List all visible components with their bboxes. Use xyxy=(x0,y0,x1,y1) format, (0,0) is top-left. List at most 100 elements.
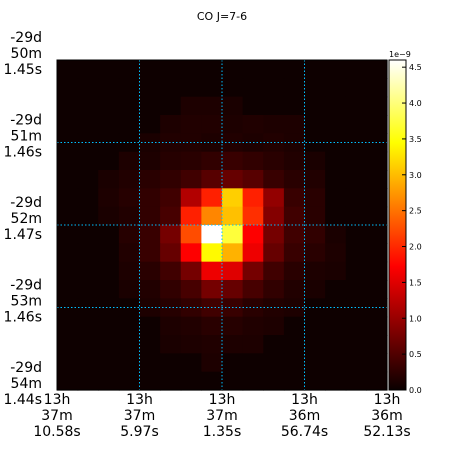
heatmap-cell xyxy=(160,60,182,79)
heatmap-cell xyxy=(57,60,79,79)
heatmap-cell xyxy=(98,280,120,299)
heatmap-cell xyxy=(77,243,99,263)
heatmap-cell xyxy=(222,335,244,354)
heatmap-cell xyxy=(139,353,161,373)
heatmap-cell xyxy=(98,60,120,79)
heatmap-cell xyxy=(283,280,306,299)
heatmap-cell xyxy=(139,151,161,171)
y-axis-ticks: -29d 50m 1.45s -29d 51m 1.46s -29d 52m 1.47s -29d… xyxy=(4,30,42,408)
heatmap-cell xyxy=(77,298,99,318)
heatmap-cell xyxy=(57,78,79,98)
heatmap-cell xyxy=(345,151,367,171)
heatmap-cell xyxy=(263,96,285,116)
heatmap-cell xyxy=(366,353,388,373)
heatmap-cell xyxy=(283,371,306,391)
heatmap-cell xyxy=(304,206,326,226)
heatmap-cells xyxy=(57,60,388,391)
heatmap-cell xyxy=(283,170,306,189)
heatmap-cell xyxy=(98,96,120,116)
heatmap-cell xyxy=(366,206,388,226)
heatmap-cell xyxy=(139,78,161,98)
heatmap-cell xyxy=(345,371,367,391)
x-tick-label: 13h 36m 52.13s xyxy=(363,392,410,440)
heatmap-cell xyxy=(77,225,99,244)
heatmap-cell xyxy=(201,151,223,171)
heatmap-cell xyxy=(77,316,99,336)
heatmap-cell xyxy=(366,78,388,98)
heatmap-cell xyxy=(118,115,141,134)
heatmap-cell xyxy=(77,115,99,134)
heatmap-cell xyxy=(139,60,161,79)
heatmap-cell xyxy=(201,60,223,79)
colorbar-tick-label: 3.5 xyxy=(409,135,422,144)
heatmap-cell xyxy=(325,280,347,299)
heatmap-cell xyxy=(139,280,161,299)
heatmap-cell xyxy=(57,188,79,208)
heatmap-cell xyxy=(345,188,367,208)
heatmap-cell xyxy=(98,225,120,244)
heatmap-cell xyxy=(325,371,347,391)
heatmap-cell xyxy=(283,243,306,263)
heatmap-cell xyxy=(242,371,264,391)
heatmap-cell xyxy=(180,280,202,299)
heatmap-cell xyxy=(242,170,264,189)
heatmap-cell xyxy=(304,335,326,354)
heatmap-cell xyxy=(201,78,223,98)
heatmap-cell xyxy=(263,188,285,208)
heatmap-cell xyxy=(180,188,202,208)
heatmap-cell xyxy=(139,96,161,116)
heatmap-cell xyxy=(160,353,182,373)
heatmap-cell xyxy=(345,133,367,153)
heatmap-cell xyxy=(57,151,79,171)
heatmap-cell xyxy=(222,371,244,391)
heatmap-cell xyxy=(118,280,141,299)
heatmap-cell xyxy=(366,371,388,391)
heatmap-cell xyxy=(366,115,388,134)
heatmap-cell xyxy=(118,261,141,281)
heatmap-cell xyxy=(139,298,161,318)
heatmap-cell xyxy=(263,78,285,98)
heatmap-cell xyxy=(325,316,347,336)
heatmap-cell xyxy=(304,115,326,134)
heatmap-cell xyxy=(242,280,264,299)
heatmap-cell xyxy=(222,243,244,263)
heatmap-cell xyxy=(118,206,141,226)
heatmap-cell xyxy=(263,243,285,263)
heatmap-cell xyxy=(304,60,326,79)
heatmap-cell xyxy=(222,316,244,336)
heatmap-cell xyxy=(345,96,367,116)
heatmap-cell xyxy=(366,60,388,79)
heatmap-cell xyxy=(201,96,223,116)
heatmap-cell xyxy=(77,170,99,189)
heatmap-cell xyxy=(263,170,285,189)
heatmap-cell xyxy=(160,335,182,354)
heatmap-cell xyxy=(283,60,306,79)
heatmap-cell xyxy=(325,225,347,244)
heatmap-cell xyxy=(304,133,326,153)
heatmap-cell xyxy=(325,261,347,281)
heatmap-cell xyxy=(345,206,367,226)
heatmap-cell xyxy=(160,96,182,116)
x-tick-label: 13h 37m 10.58s xyxy=(33,392,80,440)
heatmap-cell xyxy=(180,353,202,373)
colorbar-tick-label: 4.5 xyxy=(409,63,422,72)
heatmap-cell xyxy=(77,280,99,299)
heatmap-cell xyxy=(263,225,285,244)
colorbar-tick-label: 0.0 xyxy=(409,386,422,395)
heatmap-cell xyxy=(118,133,141,153)
heatmap-cell xyxy=(242,78,264,98)
heatmap-cell xyxy=(304,280,326,299)
heatmap-cell xyxy=(139,188,161,208)
heatmap-cell xyxy=(77,60,99,79)
heatmap-cell xyxy=(325,335,347,354)
y-tick-label: -29d 50m 1.45s xyxy=(4,30,42,78)
heatmap-cell xyxy=(139,225,161,244)
heatmap-cell xyxy=(118,60,141,79)
heatmap-cell xyxy=(77,96,99,116)
heatmap-cell xyxy=(345,60,367,79)
heatmap-cell xyxy=(180,225,202,244)
heatmap-cell xyxy=(345,335,367,354)
heatmap-cell xyxy=(366,261,388,281)
heatmap-cell xyxy=(201,170,223,189)
heatmap-cell xyxy=(222,96,244,116)
